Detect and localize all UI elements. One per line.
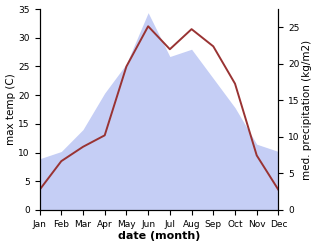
X-axis label: date (month): date (month)	[118, 231, 200, 242]
Y-axis label: med. precipitation (kg/m2): med. precipitation (kg/m2)	[302, 40, 313, 180]
Y-axis label: max temp (C): max temp (C)	[5, 74, 16, 145]
